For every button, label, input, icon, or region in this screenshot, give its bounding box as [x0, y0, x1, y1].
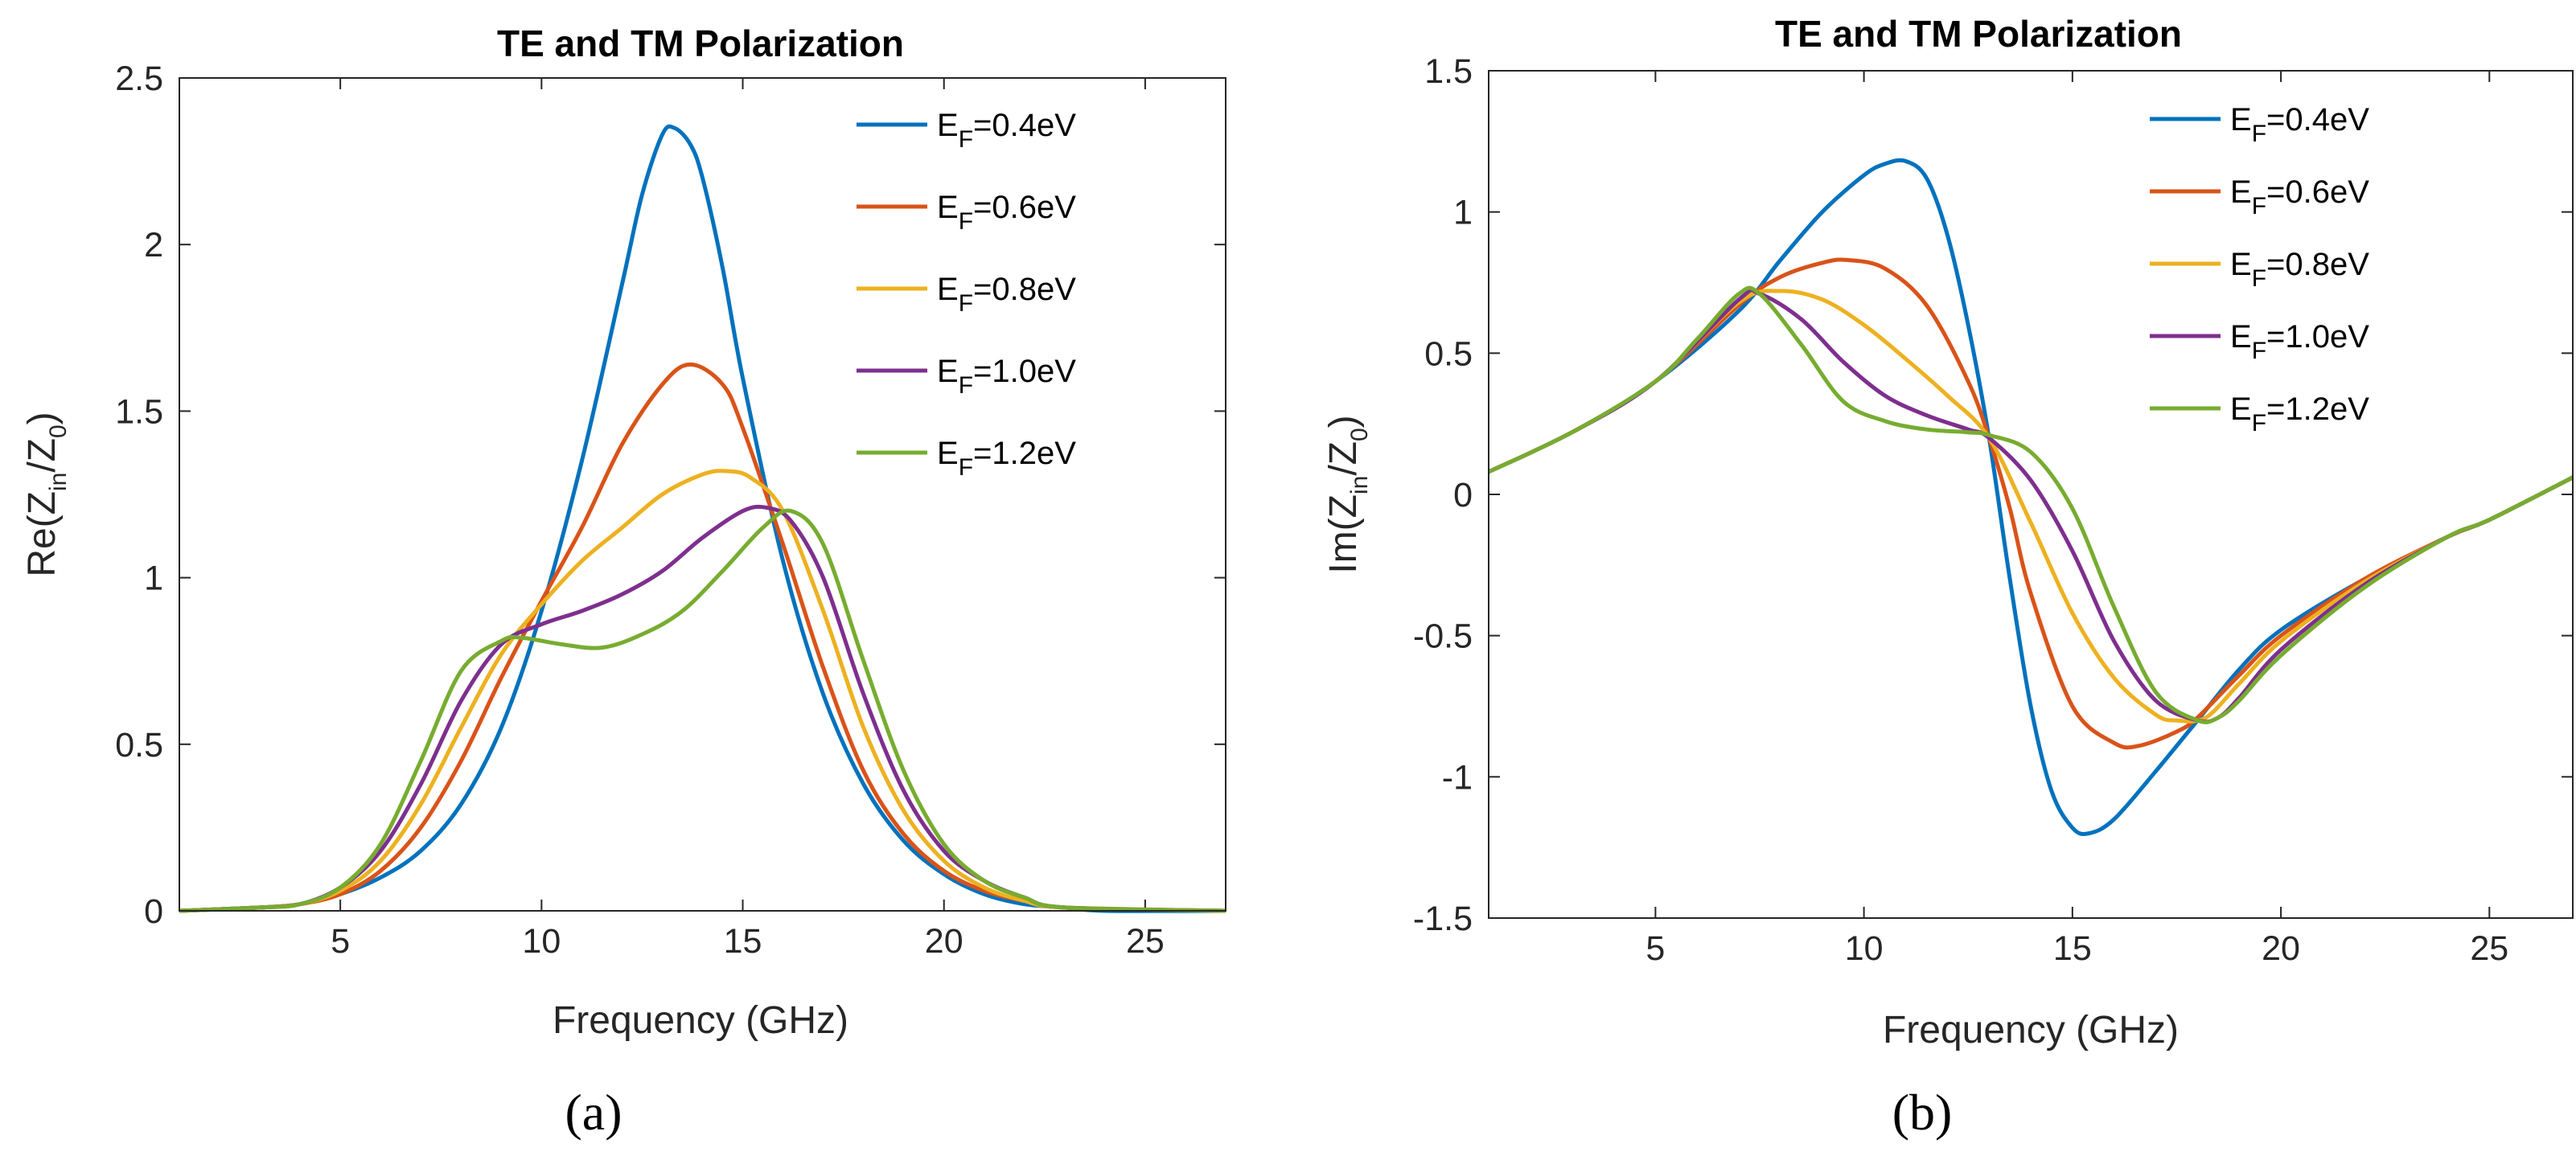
y-tick-label: 1: [1453, 194, 1473, 232]
plot-area-frame: [1488, 70, 2574, 919]
legend-label: EF=0.8eV: [2230, 247, 2369, 292]
chart-panel-a: TE and TM Polarization 0 0.5 1 1.5 2 2.5 5 10 1…: [21, 23, 1226, 1141]
legend-label: EF=1.0eV: [937, 354, 1076, 399]
series-line: [179, 508, 1226, 913]
chart-title: TE and TM Polarization: [497, 23, 904, 64]
y-tick-label: 1: [144, 560, 163, 598]
y-tick-label: 2.5: [115, 59, 163, 98]
series-line: [1487, 257, 2574, 750]
x-tick-label: 20: [2262, 929, 2300, 968]
x-tick-label: 25: [1126, 922, 1165, 961]
series-line: [1487, 289, 2574, 724]
y-tick-label: 0: [1453, 476, 1473, 515]
y-tick-label: 1.5: [1424, 52, 1473, 91]
x-tick-label: 10: [522, 922, 561, 961]
series-line: [179, 504, 1226, 913]
y-tick-label: -1.5: [1413, 900, 1473, 938]
x-tick-label: 15: [2053, 929, 2092, 968]
x-tick-label: 5: [331, 922, 350, 961]
y-axis: -1.5 -1 -0.5 0 0.5 1 1.5: [1413, 52, 2573, 938]
x-axis: 5 10 15 20 25: [331, 78, 1165, 961]
series-line: [179, 362, 1226, 913]
x-tick-label: 20: [925, 922, 963, 961]
x-axis-label: Frequency (GHz): [1883, 1009, 2179, 1052]
series-line: [1487, 285, 2574, 724]
x-axis: 5 10 15 20 25: [1645, 71, 2508, 968]
panel-label: (b): [1892, 1084, 1953, 1141]
legend-label: EF=0.6eV: [937, 190, 1076, 235]
y-tick-label: 0: [144, 892, 163, 931]
series-line: [1487, 288, 2574, 724]
plot-lines: [1487, 158, 2574, 837]
y-tick-label: 2: [144, 226, 163, 264]
legend-label: EF=1.0eV: [2230, 319, 2369, 364]
legend-label: EF=0.4eV: [2230, 102, 2369, 147]
y-tick-label: 0.5: [1424, 334, 1473, 373]
x-tick-label: 15: [724, 922, 762, 961]
x-tick-label: 10: [1845, 929, 1884, 968]
x-tick-label: 5: [1645, 929, 1665, 968]
legend-label: EF=0.6eV: [2230, 174, 2369, 219]
y-tick-label: -0.5: [1413, 617, 1473, 656]
y-axis-label: Im(Zin/Z0): [1322, 415, 1373, 573]
legend-label: EF=0.4eV: [937, 108, 1076, 153]
x-axis-label: Frequency (GHz): [553, 999, 848, 1042]
y-axis-label: Re(Zin/Z0): [21, 412, 72, 576]
y-tick-label: 0.5: [115, 726, 163, 765]
y-tick-label: 1.5: [115, 392, 163, 431]
x-tick-label: 25: [2470, 929, 2508, 968]
legend: EF=0.4eV EF=0.6eV EF=0.8eV EF=1.0eV EF=1.2eV: [2150, 102, 2369, 437]
chart-title: TE and TM Polarization: [1775, 13, 2182, 55]
legend: EF=0.4eV EF=0.6eV EF=0.8eV EF=1.0eV EF=1.2eV: [857, 108, 1076, 481]
chart-panel-b: TE and TM Polarization -1.5 -1 -0.5 0 0.5 1 1.…: [1322, 13, 2574, 1141]
series-line: [179, 469, 1226, 913]
legend-label: EF=1.2eV: [2230, 392, 2369, 437]
panel-label: (a): [565, 1084, 622, 1141]
legend-label: EF=1.2eV: [937, 436, 1076, 481]
legend-label: EF=0.8eV: [937, 272, 1076, 317]
plot-area-frame: [179, 77, 1226, 912]
series-line: [179, 124, 1226, 913]
y-tick-label: -1: [1442, 758, 1473, 797]
plot-lines: [179, 124, 1226, 913]
series-line: [1487, 158, 2574, 837]
